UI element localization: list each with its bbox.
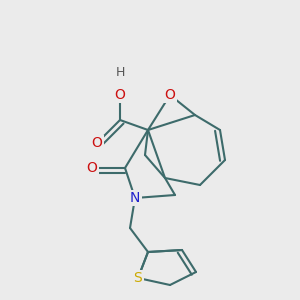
- Text: N: N: [130, 191, 140, 205]
- Text: O: O: [87, 161, 98, 175]
- Text: O: O: [165, 88, 176, 102]
- Text: S: S: [134, 271, 142, 285]
- Text: H: H: [115, 65, 125, 79]
- Text: O: O: [115, 88, 125, 102]
- Text: O: O: [92, 136, 102, 150]
